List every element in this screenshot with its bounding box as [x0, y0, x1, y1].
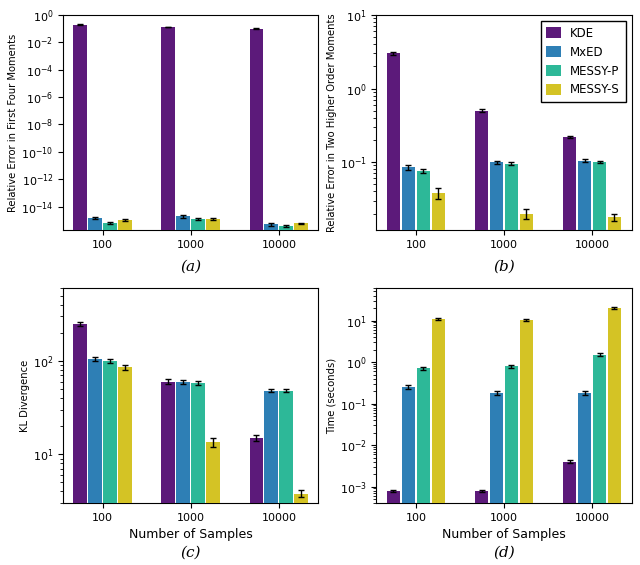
- Bar: [401, 387, 415, 565]
- Bar: [607, 308, 621, 565]
- Legend: KDE, MxED, MESSY-P, MESSY-S: KDE, MxED, MESSY-P, MESSY-S: [541, 21, 626, 102]
- Bar: [475, 111, 488, 565]
- Bar: [161, 381, 175, 565]
- Bar: [578, 160, 591, 565]
- Bar: [387, 54, 401, 565]
- Bar: [264, 224, 278, 565]
- Bar: [264, 390, 278, 565]
- Bar: [294, 223, 308, 565]
- Text: (c): (c): [180, 546, 201, 560]
- Bar: [206, 442, 220, 565]
- Bar: [177, 381, 190, 565]
- Bar: [520, 214, 533, 565]
- Bar: [88, 218, 102, 565]
- Bar: [563, 462, 577, 565]
- Bar: [563, 137, 577, 565]
- Text: (a): (a): [180, 260, 202, 274]
- Bar: [504, 164, 518, 565]
- Bar: [431, 319, 445, 565]
- Bar: [504, 366, 518, 565]
- Bar: [417, 368, 430, 565]
- Y-axis label: Relative Error in Two Higher Order Moments: Relative Error in Two Higher Order Momen…: [327, 13, 337, 232]
- Bar: [431, 193, 445, 565]
- Text: (b): (b): [493, 260, 515, 274]
- X-axis label: Number of Samples: Number of Samples: [442, 528, 566, 541]
- Bar: [177, 216, 190, 565]
- Bar: [578, 393, 591, 565]
- Bar: [250, 29, 263, 565]
- Bar: [206, 219, 220, 565]
- Bar: [520, 320, 533, 565]
- Bar: [593, 162, 607, 565]
- Y-axis label: Relative Error in First Four Moments: Relative Error in First Four Moments: [8, 33, 19, 211]
- Bar: [387, 490, 401, 565]
- Bar: [401, 167, 415, 565]
- Bar: [490, 162, 504, 565]
- X-axis label: Number of Samples: Number of Samples: [129, 528, 253, 541]
- Bar: [475, 490, 488, 565]
- Bar: [607, 217, 621, 565]
- Bar: [161, 27, 175, 565]
- Bar: [74, 24, 87, 565]
- Bar: [294, 494, 308, 565]
- Y-axis label: Time (seconds): Time (seconds): [327, 358, 337, 434]
- Bar: [74, 324, 87, 565]
- Bar: [191, 219, 205, 565]
- Bar: [118, 220, 132, 565]
- Bar: [280, 390, 293, 565]
- Bar: [593, 355, 607, 565]
- Bar: [280, 226, 293, 565]
- Text: (d): (d): [493, 546, 515, 560]
- Bar: [490, 393, 504, 565]
- Bar: [103, 223, 117, 565]
- Bar: [191, 383, 205, 565]
- Bar: [88, 359, 102, 565]
- Y-axis label: KL Divergence: KL Divergence: [20, 359, 30, 432]
- Bar: [103, 361, 117, 565]
- Bar: [118, 367, 132, 565]
- Bar: [250, 438, 263, 565]
- Bar: [417, 171, 430, 565]
